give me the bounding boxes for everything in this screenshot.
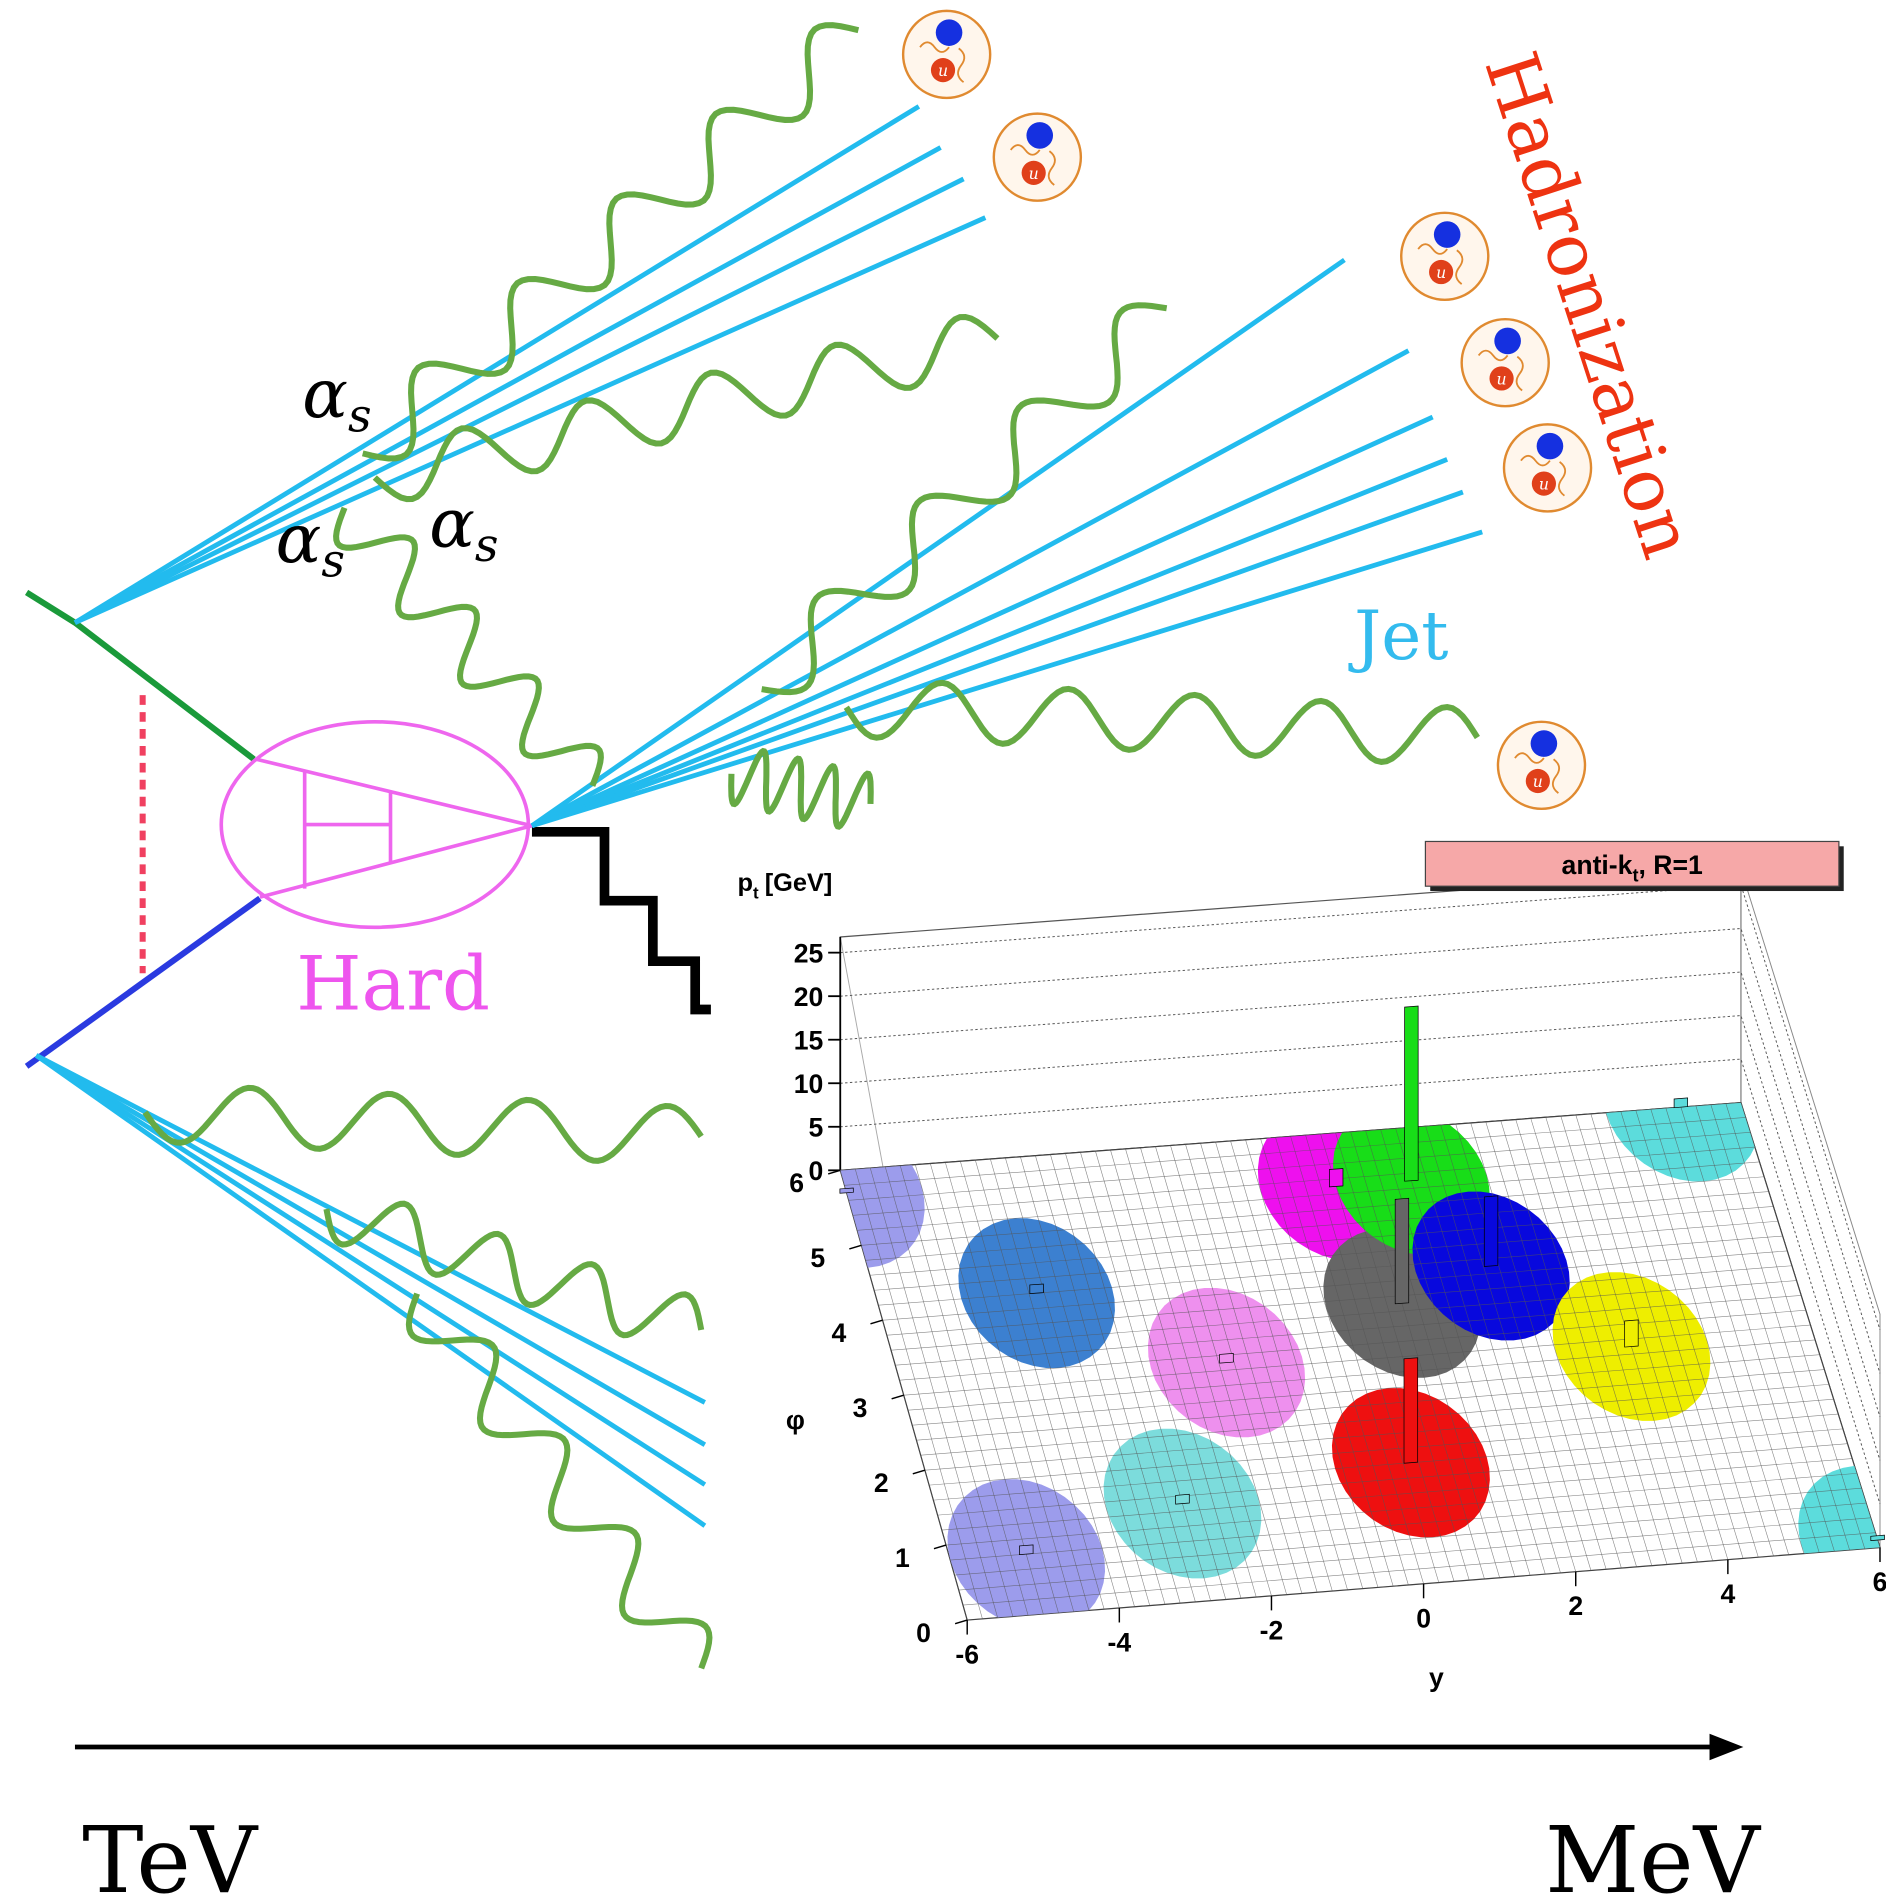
jet-spike <box>1220 1353 1234 1363</box>
hard-label: Hard <box>296 940 490 1028</box>
jet-line <box>532 351 1409 826</box>
quark-label: u <box>1029 164 1039 183</box>
tev-label: TeV <box>82 1807 259 1897</box>
subscript: s <box>475 518 499 572</box>
x-axis-label: y <box>1429 1663 1444 1693</box>
y-tick <box>849 1245 861 1249</box>
y-axis-label: φ <box>786 1405 805 1435</box>
gluon <box>762 305 1167 692</box>
x-tick-label: -6 <box>955 1640 979 1670</box>
alpha: α <box>429 483 475 562</box>
jet-spike <box>1019 1545 1033 1555</box>
x-tick-label: -4 <box>1108 1627 1132 1657</box>
subscript: s <box>348 389 372 443</box>
jet-line <box>532 532 1482 826</box>
z-tick-label: 25 <box>794 938 824 968</box>
z-axis-label: pt [GeV] <box>737 869 832 902</box>
jet-line <box>532 459 1447 825</box>
x-tick-label: 0 <box>1416 1603 1431 1633</box>
x-tick-label: 6 <box>1873 1567 1886 1597</box>
z-tick-label: 10 <box>794 1069 824 1099</box>
hadronization-label: Hadronization <box>1468 42 1710 568</box>
alpha: α <box>302 354 348 433</box>
jet-spike <box>1395 1198 1409 1304</box>
x-tick-label: 2 <box>1568 1591 1583 1621</box>
subscript: s <box>321 534 345 588</box>
gluon <box>363 25 859 458</box>
quark-blue <box>936 19 963 46</box>
jet-line <box>532 492 1463 826</box>
jet-spike <box>1404 1358 1418 1464</box>
quark-blue <box>1531 730 1558 757</box>
jet-label: Jet <box>1348 596 1448 675</box>
jet-spike <box>1329 1168 1343 1186</box>
y-tick-label: 6 <box>789 1168 804 1198</box>
quark-blue <box>1494 328 1521 355</box>
plot-title: anti-kt, R=1 <box>1562 850 1703 885</box>
quark-label: u <box>938 61 948 80</box>
z-tick-label: 20 <box>794 982 824 1012</box>
y-tick <box>955 1620 967 1624</box>
y-tick <box>892 1395 904 1399</box>
y-tick-label: 5 <box>810 1243 825 1273</box>
jet-spike <box>1871 1535 1885 1540</box>
y-tick-label: 3 <box>853 1393 868 1423</box>
jet-spike <box>1176 1494 1190 1504</box>
y-tick-label: 4 <box>832 1318 847 1348</box>
quark-label: u <box>1539 475 1549 494</box>
jet-line <box>36 1055 705 1484</box>
z-tick-label: 15 <box>794 1025 824 1055</box>
jet-line <box>532 417 1433 826</box>
jet-spike <box>1484 1196 1498 1267</box>
root: uuuuuu αs αs αs Jet Hard Hadronization 0… <box>27 11 1886 1897</box>
jet-line <box>75 179 964 623</box>
z-suffix: [GeV] <box>765 869 833 897</box>
gluon <box>145 1088 701 1161</box>
jet-spike <box>1030 1284 1044 1294</box>
boson <box>532 832 711 1010</box>
mev-label: MeV <box>1545 1807 1761 1897</box>
diagram: uuuuuu αs αs αs Jet Hard Hadronization 0… <box>0 0 1886 1897</box>
gluon <box>846 683 1477 762</box>
z-sub: t <box>753 883 759 902</box>
alpha-s: αs <box>302 354 371 443</box>
hard-graph <box>256 759 532 897</box>
jet-spike <box>1625 1320 1639 1347</box>
title-suffix: , R=1 <box>1638 850 1702 880</box>
x-tick-label: -2 <box>1260 1615 1284 1645</box>
gluon <box>731 751 871 826</box>
y-tick-label: 2 <box>874 1468 889 1498</box>
jet-spike <box>840 1188 853 1193</box>
z-text: p <box>737 869 753 897</box>
x-tick-label: 4 <box>1720 1579 1735 1609</box>
y-tick-label: 1 <box>895 1543 910 1573</box>
alpha-s: αs <box>276 499 345 588</box>
page: uuuuuu αs αs αs Jet Hard Hadronization 0… <box>0 0 1886 1897</box>
jet-spike <box>1674 1098 1688 1108</box>
alpha: α <box>276 499 322 578</box>
y-tick <box>934 1545 946 1549</box>
quark-label: u <box>1497 369 1507 388</box>
quark-label: u <box>1436 263 1446 282</box>
y-tick <box>913 1470 925 1474</box>
quark-label: u <box>1533 772 1543 791</box>
z-tick-label: 5 <box>809 1112 824 1142</box>
y-tick <box>870 1320 882 1324</box>
alpha-s: αs <box>429 483 498 572</box>
quark-blue <box>1537 433 1564 460</box>
z-tick-label: 0 <box>809 1156 824 1186</box>
jet-line <box>36 1055 705 1444</box>
gluon <box>326 1204 701 1336</box>
y-tick-label: 0 <box>916 1618 931 1648</box>
quark-blue <box>1026 122 1053 149</box>
jet-spike <box>1405 1006 1419 1181</box>
arrow-head <box>1710 1734 1744 1761</box>
quark-blue <box>1434 221 1461 248</box>
title-text: anti-k <box>1562 850 1633 880</box>
